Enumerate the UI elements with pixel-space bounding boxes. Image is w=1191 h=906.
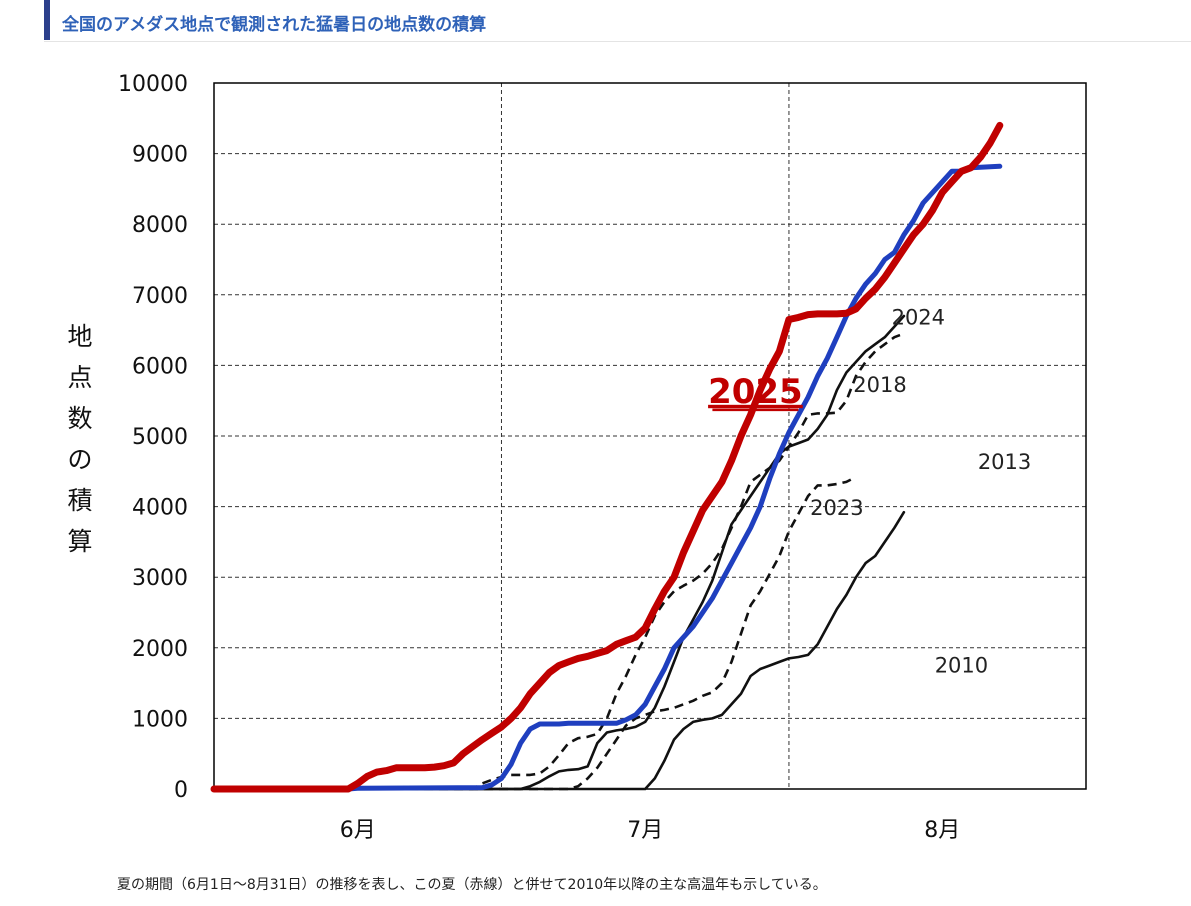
series-line-2023: [212, 314, 906, 791]
y-axis-label-char: 数: [67, 404, 92, 433]
y-tick-label: 6000: [132, 354, 188, 379]
x-tick-label: 6月: [340, 818, 376, 843]
y-tick-label: 0: [174, 778, 188, 803]
y-axis-label-char: 算: [67, 527, 92, 556]
y-tick-label: 3000: [132, 566, 188, 591]
series-label-2023: 2023: [810, 496, 863, 520]
series-line-2013: [214, 475, 857, 791]
series-label-2025: 2025: [708, 372, 803, 412]
y-axis-label-char: の: [67, 445, 92, 474]
y-axis-label-char: 地: [67, 322, 92, 351]
x-tick-label: 7月: [627, 818, 663, 843]
y-tick-label: 10000: [118, 72, 188, 97]
y-tick-label: 2000: [132, 637, 188, 662]
series-label-2024: 2024: [892, 305, 945, 329]
y-tick-label: 8000: [132, 213, 188, 238]
series-label-2010: 2010: [935, 654, 988, 678]
plot-frame: [213, 82, 1087, 790]
y-tick-label: 9000: [132, 143, 188, 168]
y-axis-label-char: 点: [67, 363, 92, 392]
series-line-2025: [210, 121, 1004, 793]
series-label-2018: 2018: [853, 373, 906, 397]
series-label-2013: 2013: [978, 450, 1031, 474]
series-line-2024: [211, 163, 1003, 792]
chart-caption: 夏の期間（6月1日〜8月31日）の推移を表し、この夏（赤線）と併せて2010年以…: [117, 877, 827, 893]
y-tick-label: 4000: [132, 496, 188, 521]
header-accent-bar: [44, 0, 50, 40]
line-chart: 0 1000 2000 3000 4000 5000 6000 7000 8000 9000 100…: [67, 72, 1087, 843]
page-header: 全国のアメダス地点で観測された猛暑日の地点数の積算: [44, 0, 1191, 42]
x-tick-label: 8月: [924, 818, 960, 843]
page-title: 全国のアメダス地点で観測された猛暑日の地点数の積算: [62, 15, 487, 35]
y-tick-label: 1000: [132, 707, 188, 732]
y-tick-label: 5000: [132, 425, 188, 450]
y-tick-label: 7000: [132, 284, 188, 309]
series-line-2018: [214, 332, 905, 791]
series-line-2010: [212, 510, 906, 791]
y-axis-label-char: 積: [67, 486, 92, 515]
